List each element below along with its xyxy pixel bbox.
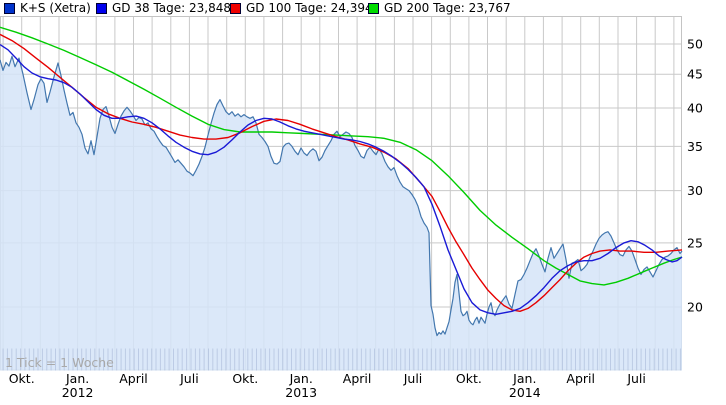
x-axis-tick-label: Juli [179,371,199,386]
legend-label: GD 100 Tage: 24,394 [246,1,373,15]
y-axis-tick-label: 40 [687,101,703,116]
gd200-swatch-icon [368,2,379,14]
y-axis-tick-label: 25 [687,235,703,250]
x-axis-tick-label: April [566,371,595,386]
x-axis-tick-label: Okt. [9,371,35,386]
y-axis-tick-label: 20 [687,300,703,315]
x-axis-year-label: 2014 [509,385,541,400]
x-axis-tick-label: Okt. [232,371,258,386]
x-axis-tick-label: Jan. [289,371,313,386]
y-axis-tick-label: 30 [687,183,703,198]
legend-item-gd200: GD 200 Tage: 23,767 [368,1,511,15]
price-swatch-icon [4,2,15,14]
x-axis-tick-label: Juli [626,371,646,386]
legend-item-gd100: GD 100 Tage: 24,394 [230,1,373,15]
legend-label: GD 200 Tage: 23,767 [384,1,511,15]
x-axis-tick-label: Jan. [512,371,536,386]
x-axis-tick-label: April [343,371,372,386]
x-axis-tick-label: Jan. [65,371,89,386]
x-axis-tick-label: Okt. [456,371,482,386]
x-axis-year-label: 2013 [285,385,317,400]
gd100-swatch-icon [230,2,241,14]
gd38-swatch-icon [96,2,107,14]
legend-item-price: K+S (Xetra) [4,1,91,15]
y-axis-tick-label: 50 [687,37,703,52]
y-axis-tick-label: 45 [687,67,703,82]
chart-legend: K+S (Xetra) GD 38 Tage: 23,848 GD 100 Ta… [0,0,726,16]
tick-unit-footnote: 1 Tick = 1 Woche [5,355,114,370]
legend-item-gd38: GD 38 Tage: 23,848 [96,1,231,15]
y-axis-tick-label: 35 [687,139,703,154]
x-axis-tick-label: Juli [403,371,423,386]
x-axis-year-label: 2012 [62,385,94,400]
legend-label: K+S (Xetra) [20,1,91,15]
legend-label: GD 38 Tage: 23,848 [112,1,231,15]
x-axis-tick-label: April [119,371,148,386]
